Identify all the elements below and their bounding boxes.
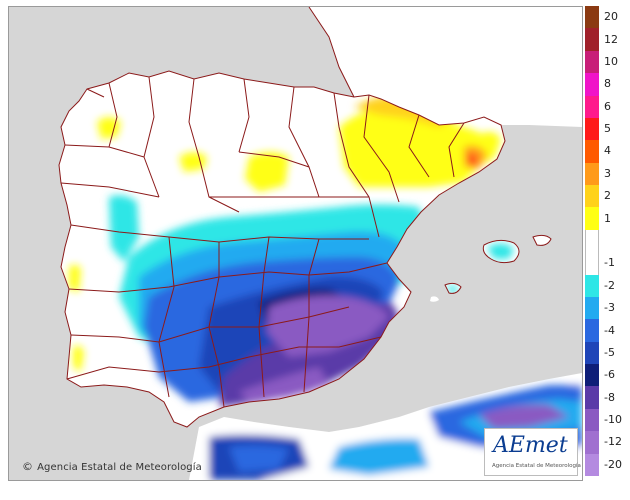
legend-swatch	[585, 50, 599, 74]
legend-swatch	[585, 319, 599, 343]
copyright-symbol: ©	[22, 460, 34, 473]
legend-label: 4	[604, 144, 611, 158]
legend-swatch	[585, 95, 599, 119]
legend-label: -8	[604, 390, 615, 404]
aemet-logo: AEmet Agencia Estatal de Meteorología	[484, 428, 581, 476]
legend-label: 10	[604, 54, 618, 68]
legend-label: 6	[604, 99, 611, 113]
legend-label: -5	[604, 345, 615, 359]
legend-label: 12	[604, 32, 618, 46]
legend-swatch	[585, 185, 599, 208]
legend-swatch	[585, 207, 599, 231]
legend-swatch	[585, 117, 599, 141]
legend-swatch	[585, 229, 599, 253]
color-legend: 20 12 10 8 6 5 4 3 2 1 -1 -2 -3 -4 -5 -6 -8 -10 -12 -20	[585, 6, 629, 477]
legend-swatch	[585, 140, 599, 164]
copyright-text: © Agencia Estatal de Meteorología	[22, 460, 202, 473]
legend-swatch	[585, 252, 599, 276]
legend-swatch	[585, 73, 599, 97]
legend-swatch	[585, 28, 599, 52]
legend-swatch	[585, 431, 599, 455]
copyright-label: Agencia Estatal de Meteorología	[37, 462, 202, 473]
legend-label: -10	[604, 413, 622, 427]
legend-swatch	[585, 408, 599, 432]
legend-swatch	[585, 6, 599, 29]
temperature-anomaly-map	[8, 6, 583, 481]
legend-label: -6	[604, 368, 615, 382]
legend-swatch	[585, 386, 599, 410]
legend-label: 20	[604, 10, 618, 24]
legend-swatch	[585, 341, 599, 365]
legend-label: 2	[604, 189, 611, 203]
legend-swatch	[585, 296, 599, 320]
legend-label: -12	[604, 435, 622, 449]
legend-swatch	[585, 364, 599, 387]
legend-label: 5	[604, 122, 611, 136]
legend-label: -20	[604, 457, 622, 471]
logo-subtitle: Agencia Estatal de Meteorología	[492, 463, 581, 469]
legend-label: 8	[604, 77, 611, 91]
legend-label: 3	[604, 166, 611, 180]
legend-label: 1	[604, 211, 611, 225]
legend-swatch	[585, 274, 599, 298]
legend-label: -2	[604, 278, 615, 292]
legend-swatch	[585, 162, 599, 186]
legend-label: -4	[604, 323, 615, 337]
logo-brand: AEmet	[493, 433, 568, 458]
legend-label: -3	[604, 301, 615, 315]
legend-label: -1	[604, 256, 615, 270]
legend-swatch	[585, 453, 599, 477]
